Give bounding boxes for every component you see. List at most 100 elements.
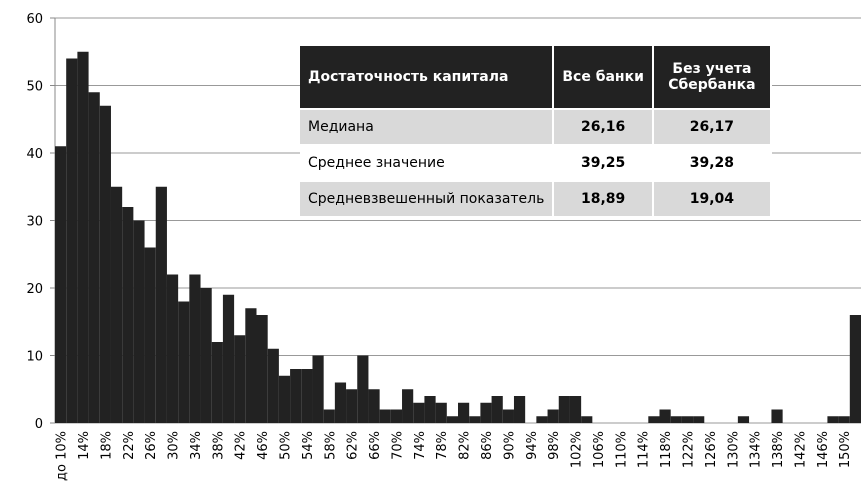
bar xyxy=(402,389,414,423)
x-tick-label: 138% xyxy=(771,431,786,468)
cell: 26,17 xyxy=(652,108,772,145)
x-tick-label: до 10% xyxy=(55,431,70,481)
header-cell: Достаточность капитала xyxy=(300,46,555,109)
bar xyxy=(737,416,750,423)
y-tick-label: 10 xyxy=(26,350,43,365)
bar xyxy=(155,186,167,423)
x-tick-label: 94% xyxy=(525,431,540,460)
bar xyxy=(290,369,302,423)
x-tick-label: 22% xyxy=(122,431,137,460)
bar xyxy=(122,207,134,423)
x-tick-label: 86% xyxy=(480,431,495,460)
bar xyxy=(390,409,403,423)
bar xyxy=(77,51,89,423)
bar xyxy=(245,308,257,423)
y-tick-label: 30 xyxy=(26,215,43,230)
bar xyxy=(323,409,335,423)
x-tick-label: 38% xyxy=(211,431,226,460)
bar xyxy=(312,355,324,423)
bar xyxy=(99,105,111,423)
cell: 19,04 xyxy=(652,180,772,216)
cell: 39,28 xyxy=(652,144,772,181)
x-tick-label: 114% xyxy=(637,431,652,468)
x-tick-label: 82% xyxy=(458,431,473,460)
x-tick-label: 122% xyxy=(681,431,696,468)
x-tick-label: 34% xyxy=(189,431,204,460)
y-tick-label: 0 xyxy=(35,417,43,432)
y-tick-label: 50 xyxy=(26,80,43,95)
x-tick-label: 106% xyxy=(592,431,607,468)
x-tick-label: 54% xyxy=(301,431,316,460)
bar xyxy=(435,402,447,423)
x-tick-label: 118% xyxy=(659,431,674,468)
bar xyxy=(346,389,358,423)
bar xyxy=(256,315,268,423)
x-tick-label: 26% xyxy=(144,431,159,460)
bar xyxy=(771,409,783,423)
cell: 18,89 xyxy=(553,180,654,216)
x-tick-label: 146% xyxy=(816,431,831,468)
bar xyxy=(189,274,201,423)
bar xyxy=(55,146,67,423)
cell: 39,25 xyxy=(553,144,654,181)
bar xyxy=(200,288,212,423)
cell: Среднее значение xyxy=(300,144,555,181)
bar xyxy=(513,396,526,423)
bar xyxy=(536,416,548,423)
stats-table: Достаточность капитала Все банки Без учета… xyxy=(300,46,772,216)
x-tick-label: 126% xyxy=(704,431,719,468)
bar xyxy=(827,416,839,423)
bar xyxy=(480,402,492,423)
x-tick-label: 102% xyxy=(570,431,585,468)
bar xyxy=(659,409,671,423)
cell: Медиана xyxy=(300,108,555,145)
bar xyxy=(581,416,593,423)
x-tick-label: 58% xyxy=(323,431,338,460)
bar xyxy=(88,92,100,423)
bar xyxy=(849,315,861,423)
bar xyxy=(502,409,514,423)
x-tick-label: 110% xyxy=(614,431,629,468)
x-tick-label: 42% xyxy=(234,431,249,460)
bar xyxy=(301,369,313,423)
bar xyxy=(222,294,235,423)
y-tick-label: 60 xyxy=(26,12,43,27)
bar xyxy=(133,220,145,423)
bar xyxy=(368,389,380,423)
x-tick-label: 150% xyxy=(838,431,853,468)
y-tick-label: 20 xyxy=(26,282,43,297)
x-tick-label: 130% xyxy=(726,431,741,468)
cell: 26,16 xyxy=(553,108,654,145)
y-tick-label: 40 xyxy=(26,147,43,162)
x-tick-label: 50% xyxy=(278,431,293,460)
bar xyxy=(446,416,458,423)
bar xyxy=(178,301,190,423)
bar xyxy=(144,247,156,423)
bar xyxy=(234,335,246,423)
bar xyxy=(670,416,682,423)
bar xyxy=(693,416,705,423)
x-tick-label: 18% xyxy=(99,431,114,460)
bar xyxy=(334,382,347,423)
x-tick-label: 74% xyxy=(413,431,428,460)
bar xyxy=(424,396,436,423)
bar xyxy=(357,355,369,423)
x-tick-label: 134% xyxy=(749,431,764,468)
cell: Средневзвешенный показатель xyxy=(300,180,555,216)
header-cell: Все банки xyxy=(553,46,654,109)
bar xyxy=(278,375,291,423)
x-tick-label: 30% xyxy=(167,431,182,460)
bar xyxy=(681,416,694,423)
bar xyxy=(211,342,223,423)
bar xyxy=(458,402,470,423)
x-tick-label: 14% xyxy=(77,431,92,460)
bar xyxy=(413,402,425,423)
bar xyxy=(547,409,559,423)
bar xyxy=(558,396,570,423)
header-cell: Без учета Сбербанка xyxy=(652,46,772,109)
bar xyxy=(491,396,503,423)
bar xyxy=(838,416,850,423)
bar xyxy=(648,416,660,423)
